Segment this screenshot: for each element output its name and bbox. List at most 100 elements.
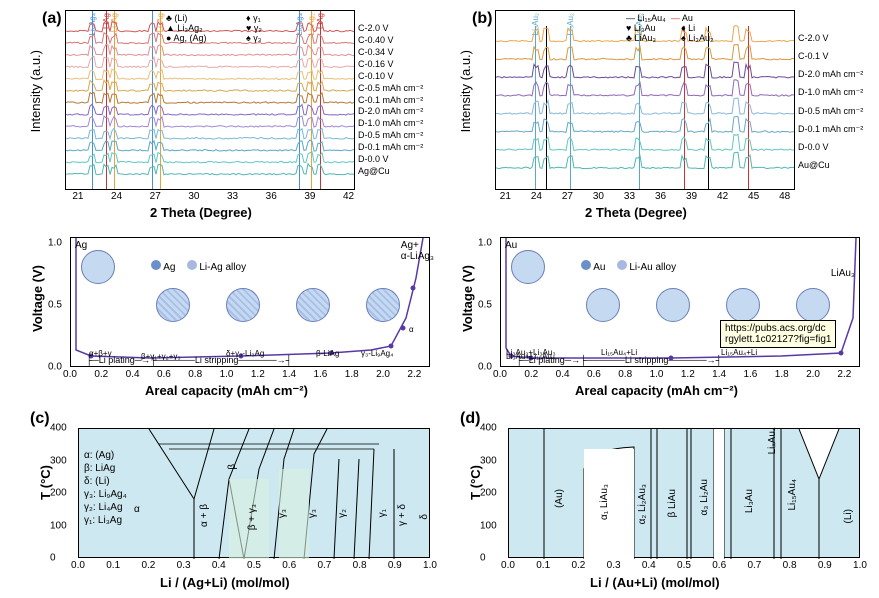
- trace-label: C-2.0 V: [798, 33, 829, 43]
- ytick: 100: [480, 520, 497, 531]
- panel-a-ylabel: Intensity (a.u.): [28, 50, 43, 132]
- xtick: 0.8: [618, 369, 632, 380]
- trace-label: D-0.5 mAh cm⁻²: [358, 130, 423, 141]
- ytick: 0.5: [48, 300, 62, 311]
- dphase-b: β LiAu: [667, 489, 678, 518]
- xtick: 42: [343, 191, 354, 229]
- xtick: 0.0: [501, 560, 515, 571]
- panel-b-plot: Li₃Au₂Li₃Au₂Li₃Au₂ — Li₁₅Au₄ — Au ♥ Li₃A…: [495, 10, 795, 190]
- xtick: 0.8: [188, 369, 202, 380]
- panel-a-symbols: ♣ (Li)♦ γ₁▲ Li₃Ag₂♥ γ₂● Ag, (Ag)♠ γ₃: [166, 13, 326, 43]
- ytick: 0.0: [48, 362, 62, 373]
- xtick: 1.0: [220, 369, 234, 380]
- xtick: 0.4: [212, 560, 226, 571]
- curve-ag-ylabel: Voltage (V): [30, 265, 45, 332]
- curve-au-arrows: ├─Li plating─→├──────Li stripping──────→…: [516, 355, 722, 365]
- xtick: 0.5: [677, 560, 691, 571]
- phase-d: δ: [419, 514, 430, 520]
- xtick: 1.8: [345, 369, 359, 380]
- xtick: 0.0: [63, 369, 77, 380]
- xtick: 39: [686, 191, 697, 229]
- panel-b: (b) Intensity (a.u.) Li₃Au₂Li₃Au₂Li₃Au₂ …: [460, 5, 870, 215]
- xtick: 0.6: [587, 369, 601, 380]
- trace-label: D-0.5 mAh cm⁻²: [798, 106, 863, 117]
- curve-ag: Voltage (V) Ag Ag+ α-LiAg₃ Ag Li-Ag allo…: [30, 235, 430, 400]
- dphase-li3au: Li₃Au: [744, 489, 755, 513]
- dphase-a3: α₃ Li₂Au: [699, 479, 710, 516]
- xtick: 0.0: [493, 369, 507, 380]
- inset-4: [296, 288, 330, 322]
- curve-au-topright: LiAu₃: [831, 268, 855, 279]
- xtick: 0.1: [536, 560, 550, 571]
- ytick: 0: [50, 553, 56, 564]
- dphase-lix: LiₓAu₄: [767, 427, 778, 454]
- trace-label: C-0.1 mAh cm⁻²: [358, 95, 423, 106]
- trace-label: D-1.0 mAh cm⁻²: [798, 87, 863, 98]
- curve-au-legend: Au Li-Au alloy: [581, 260, 676, 273]
- ytick: 0: [480, 553, 486, 564]
- xtick: 0.2: [141, 560, 155, 571]
- panel-c-plot: α α + β β β + γ₃ γ₃ γ₃ γ₂ γ₁ γ + δ δ α: …: [78, 428, 430, 558]
- trace-label: Au@Cu: [798, 160, 830, 170]
- xtick: 42: [717, 191, 728, 229]
- ytick: 400: [480, 423, 497, 434]
- curve-au-ylabel: Voltage (V): [460, 265, 475, 332]
- phase-ab: α + β: [199, 504, 210, 527]
- dphase-li15: Li₁₅Au₄: [787, 479, 798, 511]
- phase-g3b: γ₃: [307, 509, 318, 518]
- dphase-a1: α₁ LiAu₃: [599, 484, 610, 520]
- trace-label: D-1.0 mAh cm⁻²: [358, 118, 423, 129]
- xtick: 39: [304, 191, 315, 229]
- phase-g3: γ₃: [277, 509, 288, 518]
- panel-a-plot: Li₉Ag₄LiAgLi₄AgLi₃AgLi₉Ag₄Li₃Ag₂LiAg ♣ (…: [65, 10, 355, 190]
- curve-au: Voltage (V) Au LiAu₃ Au Li-Au alloy Li₃A…: [460, 235, 870, 400]
- ainset-4: [726, 288, 760, 322]
- xtick: 1.0: [853, 560, 867, 571]
- trace-label: D-2.0 mAh cm⁻²: [798, 69, 863, 80]
- panel-a-xlabel: 2 Theta (Degree): [150, 205, 252, 220]
- xtick: 2.2: [837, 369, 851, 380]
- xtick: 1.0: [650, 369, 664, 380]
- xtick: 0.3: [607, 560, 621, 571]
- xtick: 36: [266, 191, 277, 229]
- phase-g1: γ₁: [377, 509, 388, 517]
- inset-1: [81, 250, 115, 284]
- phase-b: β: [227, 464, 238, 470]
- trace-label: C-0.40 V: [358, 35, 394, 45]
- xtick: 1.6: [743, 369, 757, 380]
- ytick: 1.0: [48, 238, 62, 249]
- panel-c-svg: [79, 429, 431, 559]
- xtick: 0.6: [157, 369, 171, 380]
- legend-liau: Li-Au alloy: [629, 262, 676, 273]
- curve-au-xlabel: Areal capacity (mAh cm⁻²): [575, 383, 738, 399]
- ainset-1: [511, 250, 545, 284]
- xtick: 0.6: [282, 560, 296, 571]
- url-tooltip: https://pubs.acs.org/dc rgylett.1c02127?…: [720, 320, 836, 348]
- phase-gd: γ + δ: [397, 504, 408, 526]
- ytick: 1.0: [478, 238, 492, 249]
- ytick: 200: [480, 488, 497, 499]
- xtick: 0.0: [71, 560, 85, 571]
- ytick: 300: [50, 455, 67, 466]
- xtick: 0.4: [556, 369, 570, 380]
- ytick: 200: [50, 488, 67, 499]
- xtick: 0.8: [783, 560, 797, 571]
- trace-label: C-0.34 V: [358, 47, 394, 57]
- xtick: 1.0: [423, 560, 437, 571]
- ainset-2: [586, 288, 620, 322]
- trace-label: D-0.1 mAh cm⁻²: [798, 124, 863, 135]
- trace-label: D-0.0 V: [358, 154, 389, 164]
- xtick: 0.4: [642, 560, 656, 571]
- panel-d: (d) T (°C) (Au) α₁ LiAu₃ α₂ Li₂Au₃ β LiA…: [460, 410, 870, 595]
- curve-ag-topleft: Ag: [75, 240, 87, 251]
- xtick: 2.0: [376, 369, 390, 380]
- xtick: 27: [562, 191, 573, 229]
- xtick: 21: [500, 191, 511, 229]
- xtick: 0.6: [712, 560, 726, 571]
- ytick: 400: [50, 423, 67, 434]
- ainset-3: [656, 288, 690, 322]
- ytick: 300: [480, 455, 497, 466]
- inset-5: [366, 288, 400, 322]
- xtick: 0.7: [317, 560, 331, 571]
- panel-d-xlabel: Li / (Au+Li) (mol/mol): [590, 575, 720, 590]
